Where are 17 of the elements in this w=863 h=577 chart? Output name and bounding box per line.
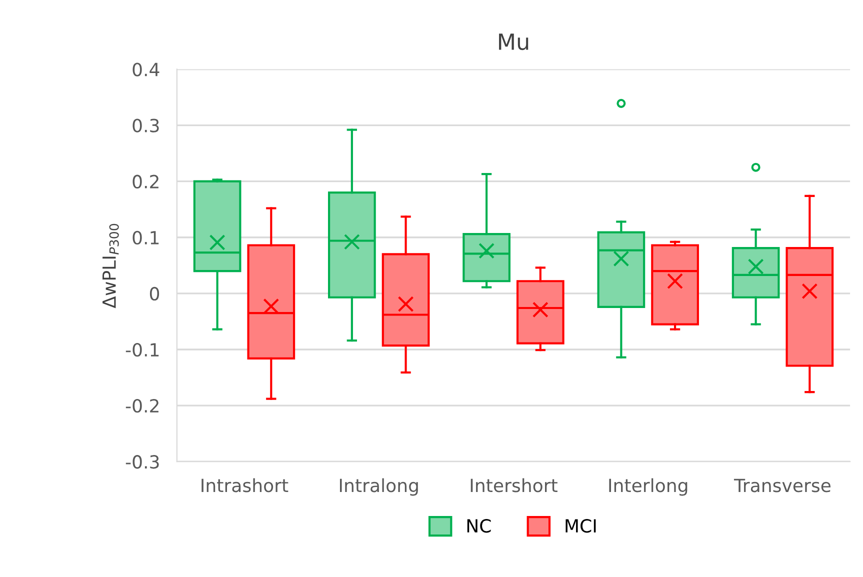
y-tick-label: 0.2 [132, 174, 158, 188]
x-tick-label: Interlong [609, 478, 688, 496]
y-axis-title: ΔwPLI$_{P300}$ [102, 224, 119, 308]
y-tick-label: 0.1 [132, 230, 159, 245]
x-tick-label: Intershort [470, 478, 558, 492]
x-tick-label: Intralong [340, 478, 418, 496]
y-tick-label: -0.3 [126, 455, 159, 469]
legend-label: MCI [566, 519, 596, 533]
chart-title: Mu [499, 34, 528, 50]
y-tick-label: 0.3 [132, 118, 159, 132]
legend-label: NC [467, 519, 491, 533]
y-tick-label: -0.1 [126, 342, 159, 357]
y-tick-label: -0.2 [126, 399, 158, 413]
y-tick-label: 0 [150, 286, 160, 301]
x-tick-label: Transverse [734, 478, 830, 492]
x-tick-label: Intrashort [202, 478, 288, 492]
y-tick-label: 0.4 [132, 62, 160, 76]
